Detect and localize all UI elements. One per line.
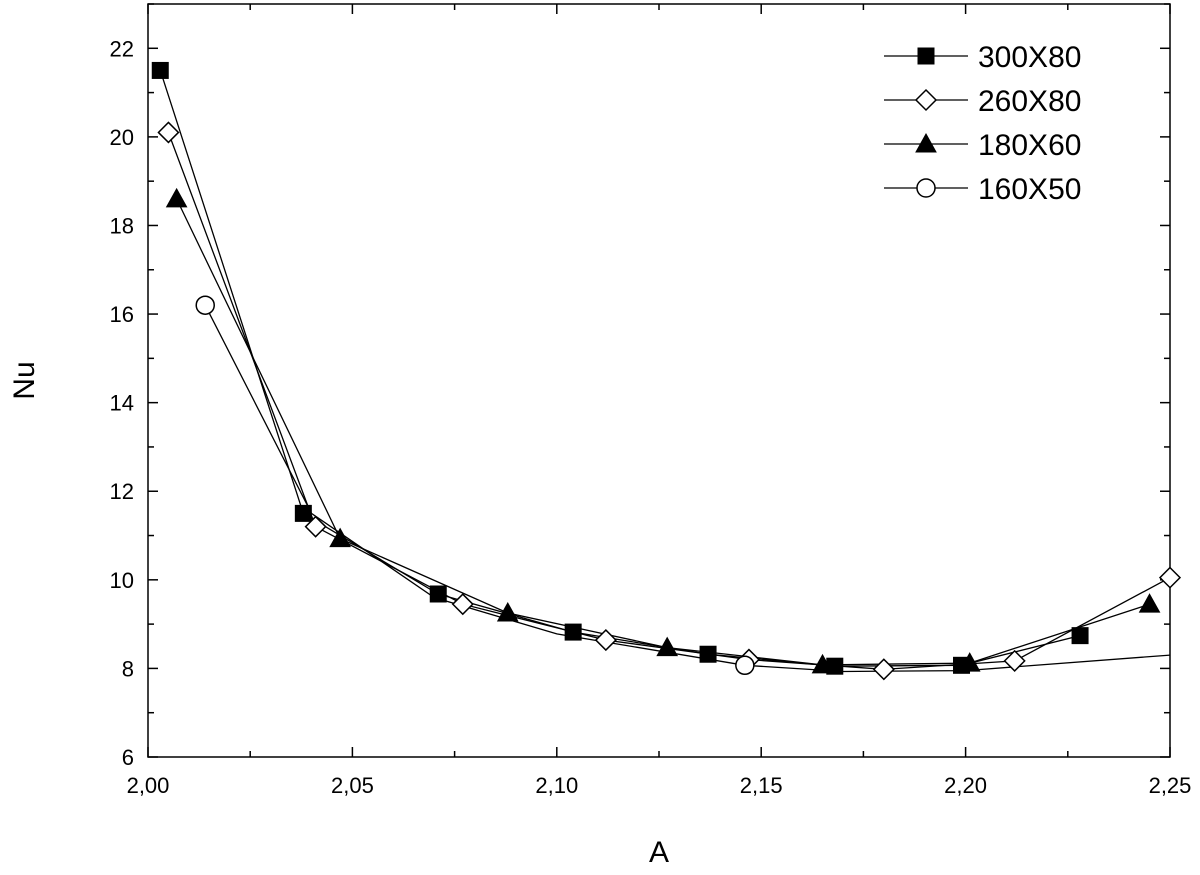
marker-160X50	[735, 655, 755, 676]
y-tick-label: 14	[110, 391, 134, 416]
x-tick-label: 2,15	[740, 773, 783, 798]
marker-260X80	[1158, 566, 1182, 589]
series-line-260X80	[167, 132, 1171, 670]
marker-180X60	[496, 602, 519, 622]
legend-marker	[915, 132, 937, 153]
legend-label: 160X50	[978, 173, 1081, 206]
y-tick-label: 22	[110, 36, 134, 61]
marker-260X80	[872, 658, 895, 681]
y-tick-label: 10	[110, 568, 134, 593]
y-tick-label: 12	[110, 479, 134, 504]
marker-300X80	[564, 623, 582, 641]
marker-180X60	[1138, 593, 1161, 613]
marker-180X60	[329, 527, 351, 548]
series-markers	[151, 61, 1182, 681]
legend-marker	[914, 88, 938, 112]
y-tick-label: 20	[110, 125, 134, 150]
y-axis-title: Nu	[8, 361, 41, 399]
marker-260X80	[594, 629, 617, 652]
marker-300X80	[294, 504, 312, 522]
legend-label: 300X80	[978, 41, 1081, 74]
legend-label: 180X60	[978, 129, 1081, 162]
marker-180X60	[811, 653, 834, 674]
marker-260X80	[157, 121, 180, 144]
marker-300X80	[1071, 627, 1089, 645]
y-tick-label: 8	[122, 656, 134, 681]
legend-label: 260X80	[978, 85, 1081, 118]
legend-marker	[917, 47, 935, 65]
x-axis-title: A	[649, 836, 669, 869]
x-tick-label: 2,05	[331, 773, 374, 798]
x-tick-label: 2,00	[127, 773, 170, 798]
legend: 300X80 260X80 180X60 160X50	[884, 41, 1081, 206]
y-tick-label: 6	[122, 745, 134, 770]
marker-160X50	[195, 295, 215, 315]
x-tick-label: 2,25	[1149, 773, 1192, 798]
series-line-180X60	[176, 198, 1150, 666]
x-tick-label: 2,20	[944, 773, 987, 798]
axes: 2,00 2,05 2,10 2,15 2,20 2,25 6 8 10 12 14 16 18 20 22	[110, 3, 1192, 798]
y-tick-label: 18	[110, 213, 134, 238]
marker-180X60	[165, 187, 188, 208]
marker-300X80	[151, 61, 169, 79]
y-tick-label: 16	[110, 302, 134, 327]
series-line-160X50	[204, 304, 1171, 673]
marker-300X80	[429, 585, 447, 603]
marker-180X60	[656, 636, 679, 657]
marker-260X80	[451, 593, 474, 616]
legend-marker	[916, 178, 936, 198]
series-line-300X80	[159, 70, 1081, 667]
marker-180X60	[958, 652, 981, 672]
marker-260X80	[1003, 649, 1026, 672]
marker-260X80	[304, 515, 327, 538]
x-tick-label: 2,10	[535, 773, 578, 798]
marker-300X80	[699, 645, 717, 663]
